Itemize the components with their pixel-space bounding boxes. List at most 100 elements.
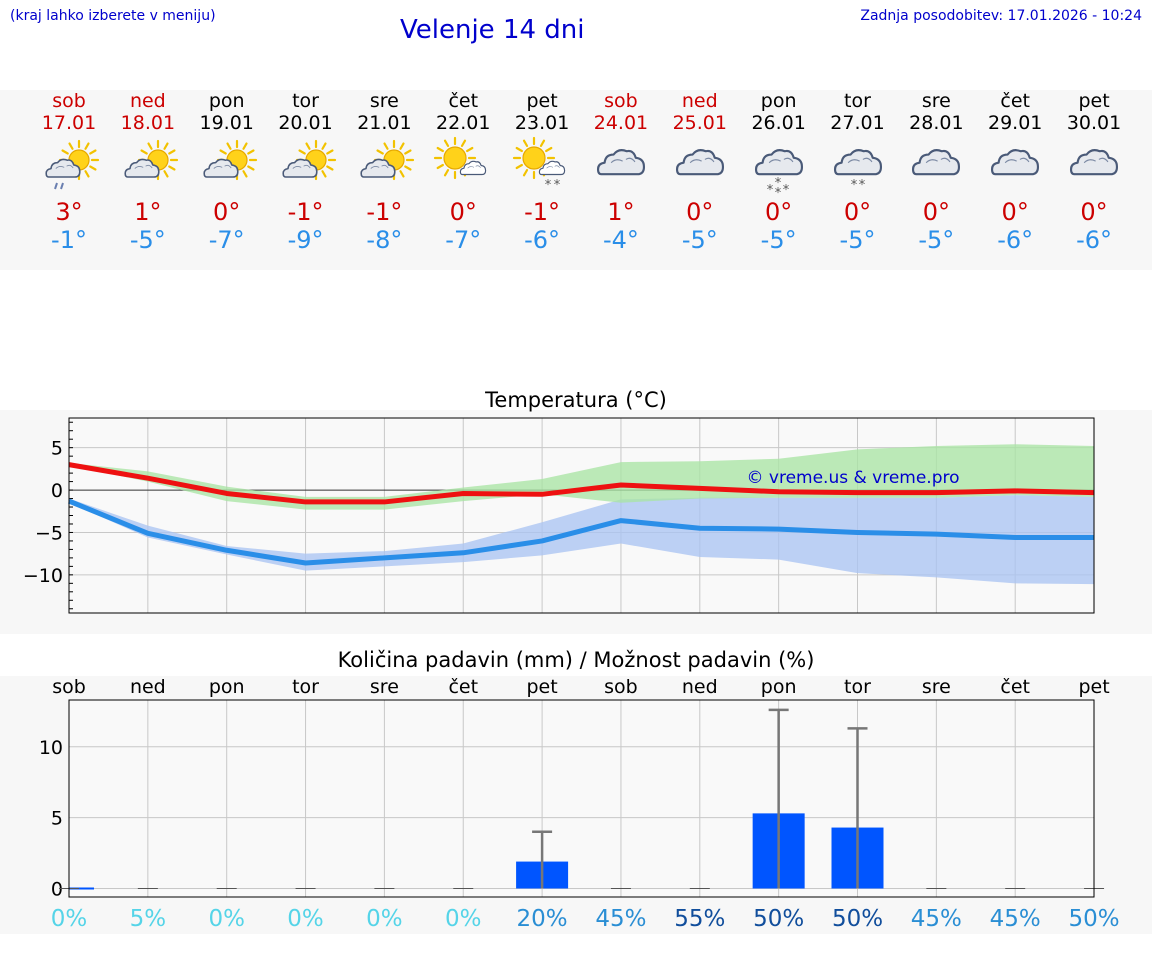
day-name: čet xyxy=(448,90,479,112)
precip-probability: 0% xyxy=(51,906,88,932)
min-temp: -6° xyxy=(1076,226,1113,254)
min-temp: -9° xyxy=(287,226,324,254)
min-temp: -5° xyxy=(839,226,876,254)
day-label: sre xyxy=(370,676,399,698)
temperature-chart-title: Temperatura (°C) xyxy=(485,388,667,412)
min-temp: -5° xyxy=(129,226,166,254)
max-temp: 1° xyxy=(607,198,635,226)
location-hint: (kraj lahko izberete v meniju) xyxy=(10,8,216,24)
min-temp-line xyxy=(68,498,1095,566)
cloudy-icon xyxy=(1070,149,1119,176)
day-name: sre xyxy=(369,90,399,112)
partly-cloudy-rain-icon xyxy=(45,139,100,190)
cloudy-icon xyxy=(912,149,961,176)
min-temp: -4° xyxy=(602,226,639,254)
day-date: 26.01 xyxy=(751,112,806,134)
cloudy-icon xyxy=(991,149,1040,176)
plot-area xyxy=(69,700,1094,897)
cloudy-snow-heavy-icon: * * ** xyxy=(754,149,803,201)
day-label: tor xyxy=(844,676,871,698)
day-date: 23.01 xyxy=(514,112,570,134)
day-column: pet 30.01 0° -6° xyxy=(1054,90,1134,254)
precip-probability: 45% xyxy=(911,906,962,932)
day-name: tor xyxy=(292,90,319,112)
max-temp: -1° xyxy=(366,198,403,226)
day-column: sre 28.01 0° -5° xyxy=(896,90,976,254)
day-label: sob xyxy=(604,676,638,698)
min-temp: -6° xyxy=(997,226,1034,254)
day-name: sre xyxy=(921,90,951,112)
day-label: pon xyxy=(209,676,245,698)
plot-frame xyxy=(68,699,1095,898)
max-temp: 0° xyxy=(1080,198,1108,226)
y-tick-label: 5 xyxy=(51,438,63,460)
min-temp: -5° xyxy=(918,226,955,254)
svg-text:*: * xyxy=(774,176,781,191)
plot-frame xyxy=(68,417,1095,614)
day-label: čet xyxy=(448,676,478,698)
page-title: Velenje 14 dni xyxy=(400,15,585,45)
cloudy-icon xyxy=(596,149,645,176)
day-column: pet 23.01 * * -1° -6° xyxy=(502,90,582,254)
max-temp: 0° xyxy=(765,198,793,226)
day-label: čet xyxy=(1000,676,1030,698)
day-date: 30.01 xyxy=(1066,112,1122,134)
temperature-chart: 5 0 −5 −10 © vreme.us & vreme.pro xyxy=(23,417,1095,614)
svg-text:*: * xyxy=(858,178,865,193)
precip-probability: 0% xyxy=(366,906,403,932)
day-date: 22.01 xyxy=(436,112,491,134)
max-temp: 0° xyxy=(1001,198,1029,226)
precip-probability: 0% xyxy=(445,906,482,932)
day-label: pet xyxy=(526,676,557,698)
svg-text:*: * xyxy=(850,178,857,193)
day-column: pon 19.01 0° -7° xyxy=(187,90,267,254)
day-column: čet 22.01 0° -7° xyxy=(423,90,503,254)
day-name: sob xyxy=(52,90,86,112)
day-label: pet xyxy=(1078,676,1109,698)
day-column: ned 18.01 1° -5° xyxy=(108,90,188,254)
day-date: 29.01 xyxy=(987,112,1043,134)
forecast-band xyxy=(0,90,1152,270)
day-label: sob xyxy=(52,676,86,698)
day-label: sre xyxy=(922,676,951,698)
y-tick-label: 0 xyxy=(51,480,63,502)
day-name: pon xyxy=(760,90,797,112)
cloudy-snow-icon: * * xyxy=(833,149,882,193)
day-column: pon 26.01 * * * * 0° -5° xyxy=(739,90,819,254)
min-temp: -6° xyxy=(524,226,561,254)
sun-cloud-snow-icon: * * xyxy=(512,136,566,193)
precip-probability: 45% xyxy=(595,906,646,932)
day-name: sob xyxy=(604,90,638,112)
day-date: 18.01 xyxy=(120,112,176,134)
max-temp: 0° xyxy=(449,198,477,226)
day-name: čet xyxy=(1000,90,1030,112)
day-column: sob 24.01 1° -4° xyxy=(581,90,661,254)
day-name: pet xyxy=(1078,90,1110,112)
precip-probability: 45% xyxy=(990,906,1041,932)
precip-probability: 20% xyxy=(517,906,568,932)
precip-probability: 55% xyxy=(674,906,725,932)
svg-text:*: * xyxy=(554,178,561,193)
day-name: pet xyxy=(526,90,558,112)
day-label: ned xyxy=(682,676,718,698)
y-tick-label: 10 xyxy=(39,737,63,759)
day-date: 19.01 xyxy=(199,112,254,134)
day-column: sre 21.01 -1° -8° xyxy=(344,90,424,254)
y-tick-label: 0 xyxy=(51,878,63,900)
min-temp: -7° xyxy=(208,226,245,254)
day-column: ned 25.01 0° -5° xyxy=(660,90,740,254)
max-temp: -1° xyxy=(287,198,324,226)
precip-probability: 50% xyxy=(753,906,804,932)
min-temp: -8° xyxy=(366,226,403,254)
day-column: sob 17.01 3° -1° xyxy=(29,90,109,254)
svg-text:*: * xyxy=(545,178,552,193)
precip-probability: 5% xyxy=(130,906,167,932)
precip-probability: 0% xyxy=(287,906,324,932)
day-column: čet 29.01 0° -6° xyxy=(975,90,1055,254)
day-column: tor 27.01 * * 0° -5° xyxy=(818,90,898,254)
day-date: 25.01 xyxy=(672,112,727,134)
max-temp: 0° xyxy=(686,198,714,226)
min-temp: -5° xyxy=(760,226,797,254)
min-temp: -7° xyxy=(445,226,482,254)
day-column: tor 20.01 -1° -9° xyxy=(266,90,346,254)
